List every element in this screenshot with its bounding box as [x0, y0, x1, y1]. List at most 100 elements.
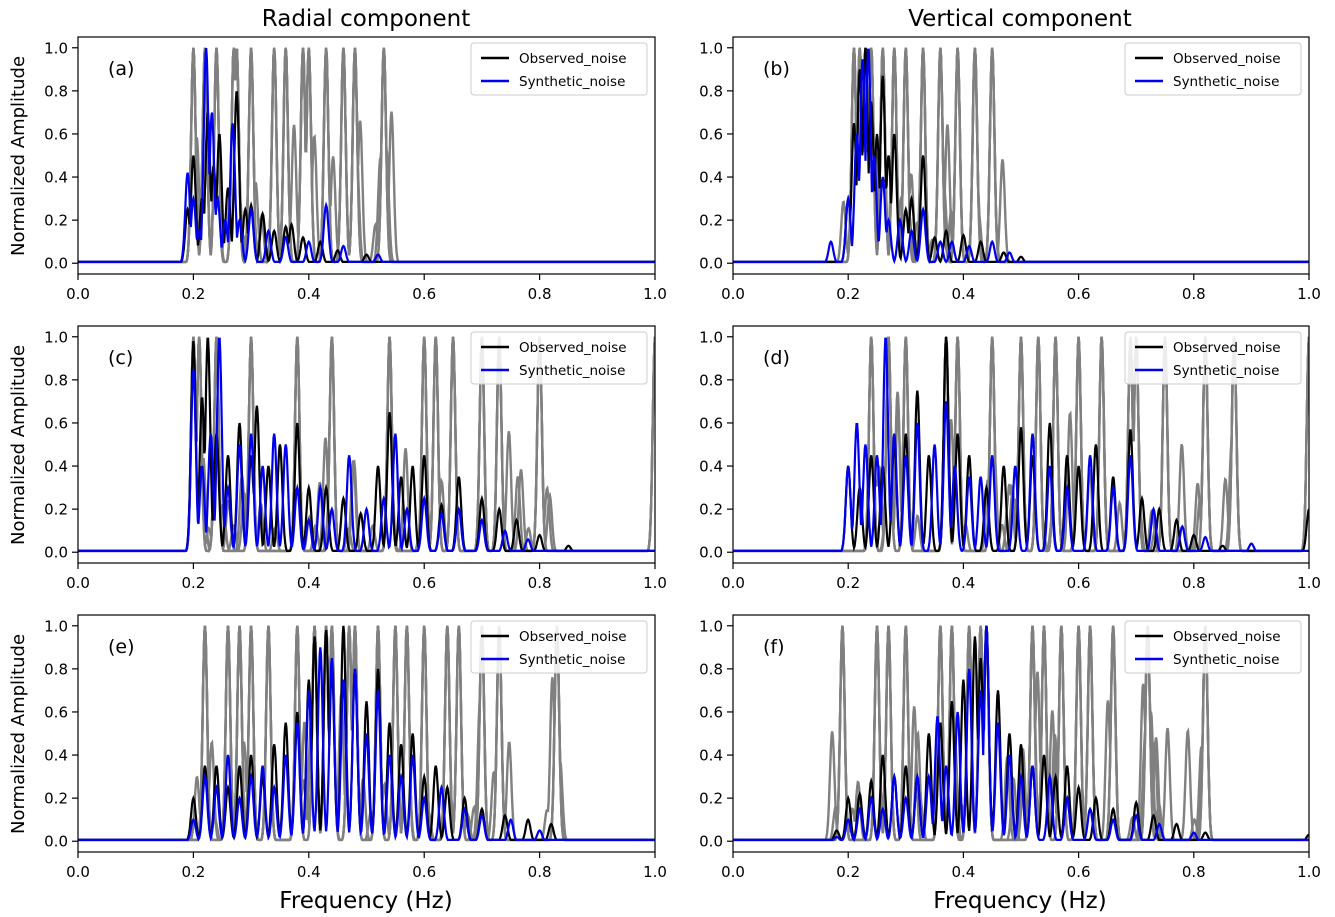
y-tick-label: 0.8 — [699, 660, 723, 678]
legend: Observed_noise Synthetic_noise — [1124, 42, 1302, 96]
observed-noise-line — [78, 91, 655, 265]
axes-frame — [732, 325, 1310, 564]
synthetic-noise-line — [78, 47, 655, 264]
legend-label-observed: Observed_noise — [1173, 340, 1281, 356]
x-tick-label: 0.8 — [1182, 863, 1206, 881]
chart-panel-0: 0.0 0.2 0.4 0.6 0.8 1.0 0.0 0.2 0.4 0.6 0.8 1.0 (a) O… — [44, 36, 667, 303]
synthetic-noise-line — [733, 48, 1309, 265]
x-tick-label: 1.0 — [1297, 863, 1321, 881]
panel-label: (b) — [763, 58, 790, 80]
axes-frame — [77, 36, 656, 275]
y-tick-label: 1.0 — [44, 617, 68, 635]
legend-label-synthetic: Synthetic_noise — [1173, 74, 1279, 90]
x-axis-label-right: Frequency (Hz) — [933, 888, 1106, 914]
x-tick-label: 0.6 — [412, 285, 436, 303]
y-tick-label: 0.2 — [44, 790, 68, 808]
y-tick-label: 0.0 — [44, 544, 68, 562]
y-tick-label: 0.8 — [44, 82, 68, 100]
y-tick-label: 1.0 — [699, 39, 723, 57]
synthetic-noise-line — [733, 625, 1309, 842]
y-tick-label: 0.2 — [699, 501, 723, 519]
x-tick-label: 1.0 — [643, 574, 667, 592]
x-tick-label: 0.4 — [297, 285, 321, 303]
chart-panel-5: 0.0 0.2 0.4 0.6 0.8 1.0 0.0 0.2 0.4 0.6 0.8 1.0 (f) O… — [699, 614, 1321, 881]
legend-label-observed: Observed_noise — [519, 51, 627, 67]
y-tick-label: 0.8 — [699, 82, 723, 100]
plot-area — [78, 625, 655, 842]
x-tick-label: 0.0 — [721, 285, 745, 303]
y-tick-label: 0.2 — [44, 212, 68, 230]
panel-label: (d) — [763, 347, 790, 369]
legend-label-synthetic: Synthetic_noise — [519, 363, 625, 379]
x-tick-label: 0.0 — [66, 285, 90, 303]
legend: Observed_noise Synthetic_noise — [1124, 331, 1302, 385]
y-tick-label: 0.0 — [699, 255, 723, 273]
x-tick-label: 0.4 — [951, 285, 975, 303]
x-tick-label: 0.4 — [297, 863, 321, 881]
chart-panel-4: 0.0 0.2 0.4 0.6 0.8 1.0 0.0 0.2 0.4 0.6 0.8 1.0 (e) O… — [44, 614, 667, 881]
plot-area — [78, 336, 655, 554]
legend-label-observed: Observed_noise — [519, 629, 627, 645]
x-tick-label: 0.8 — [528, 285, 552, 303]
legend-label-synthetic: Synthetic_noise — [1173, 652, 1279, 668]
synthetic-noise-line — [78, 647, 655, 842]
panel-label: (c) — [108, 347, 133, 369]
chart-panel-3: 0.0 0.2 0.4 0.6 0.8 1.0 0.0 0.2 0.4 0.6 0.8 1.0 (d) O… — [699, 325, 1321, 592]
x-tick-label: 0.2 — [836, 574, 860, 592]
legend-label-synthetic: Synthetic_noise — [1173, 363, 1279, 379]
x-tick-label: 0.2 — [836, 863, 860, 881]
y-tick-label: 0.6 — [44, 703, 68, 721]
y-axis-label-top: Normalized Amplitude — [8, 56, 29, 256]
legend-label-observed: Observed_noise — [1173, 629, 1281, 645]
x-tick-label: 0.6 — [1067, 285, 1091, 303]
y-tick-label: 1.0 — [699, 617, 723, 635]
x-tick-label: 0.0 — [721, 574, 745, 592]
y-tick-label: 0.4 — [699, 458, 723, 476]
chart-panel-2: 0.0 0.2 0.4 0.6 0.8 1.0 0.0 0.2 0.4 0.6 0.8 1.0 (c) O… — [44, 325, 667, 592]
x-tick-label: 0.2 — [181, 574, 205, 592]
chart-panel-1: 0.0 0.2 0.4 0.6 0.8 1.0 0.0 0.2 0.4 0.6 0.8 1.0 (b) O… — [699, 36, 1321, 303]
panel-label: (a) — [108, 58, 134, 80]
legend-label-synthetic: Synthetic_noise — [519, 74, 625, 90]
axes-frame — [77, 325, 656, 564]
panel-label: (e) — [108, 636, 135, 658]
x-tick-label: 0.0 — [66, 863, 90, 881]
legend-label-synthetic: Synthetic_noise — [519, 652, 625, 668]
x-tick-label: 1.0 — [1297, 574, 1321, 592]
y-tick-label: 0.6 — [699, 125, 723, 143]
x-tick-label: 0.8 — [528, 574, 552, 592]
axes-frame — [732, 36, 1310, 275]
y-tick-label: 0.8 — [44, 660, 68, 678]
y-tick-label: 0.2 — [44, 501, 68, 519]
legend: Observed_noise Synthetic_noise — [470, 331, 648, 385]
x-tick-label: 0.2 — [181, 285, 205, 303]
x-tick-label: 0.6 — [1067, 863, 1091, 881]
x-tick-label: 0.2 — [181, 863, 205, 881]
plot-area — [78, 47, 655, 265]
legend: Observed_noise Synthetic_noise — [1124, 620, 1302, 674]
y-tick-label: 1.0 — [44, 39, 68, 57]
legend-label-observed: Observed_noise — [1173, 51, 1281, 67]
x-tick-label: 1.0 — [1297, 285, 1321, 303]
x-tick-label: 0.8 — [1182, 285, 1206, 303]
x-tick-label: 1.0 — [643, 285, 667, 303]
x-tick-label: 0.8 — [1182, 574, 1206, 592]
y-tick-label: 0.0 — [44, 255, 68, 273]
legend-label-observed: Observed_noise — [519, 340, 627, 356]
y-tick-label: 0.0 — [699, 833, 723, 851]
x-axis-label-left: Frequency (Hz) — [279, 888, 452, 914]
y-tick-label: 0.4 — [699, 747, 723, 765]
legend-box — [470, 620, 648, 674]
legend-box — [1124, 620, 1302, 674]
panel-label: (f) — [763, 636, 785, 658]
y-tick-label: 0.0 — [44, 833, 68, 851]
y-tick-label: 0.8 — [699, 371, 723, 389]
x-tick-label: 0.6 — [412, 574, 436, 592]
x-tick-label: 0.4 — [297, 574, 321, 592]
y-tick-label: 0.2 — [699, 212, 723, 230]
x-tick-label: 0.8 — [528, 863, 552, 881]
y-tick-label: 0.4 — [44, 169, 68, 187]
y-tick-label: 1.0 — [44, 328, 68, 346]
legend: Observed_noise Synthetic_noise — [470, 620, 648, 674]
